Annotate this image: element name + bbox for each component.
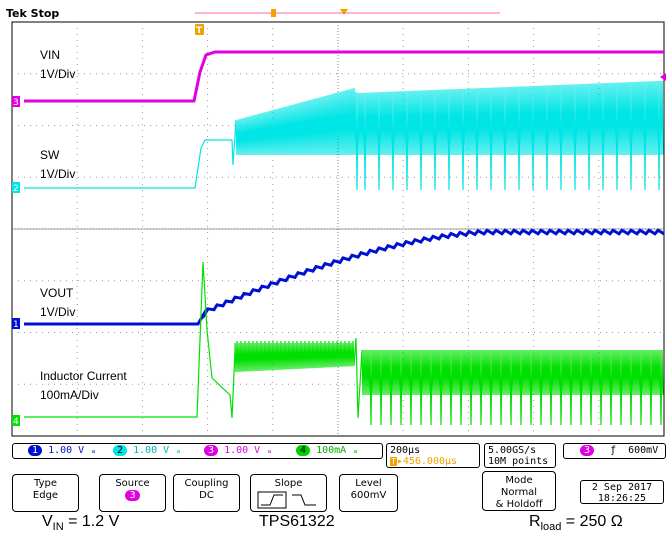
- trigger-point-label: T: [196, 26, 203, 36]
- device-caption: TPS61322: [259, 513, 335, 530]
- type-title: Type: [34, 478, 57, 489]
- channel-settings-strip[interactable]: [12, 443, 383, 459]
- il-name: Inductor Current: [40, 369, 127, 383]
- ch3-badge: 3: [204, 445, 219, 456]
- trigger-level-value: 600mV: [628, 445, 659, 456]
- sw-name: SW: [40, 148, 60, 162]
- mode-value: Normal: [500, 487, 538, 498]
- ch3-volts: 1.00 V: [224, 445, 261, 456]
- ch1-volts: 1.00 V: [48, 445, 85, 456]
- level-button[interactable]: Level 600mV: [339, 474, 398, 512]
- coupling-value: DC: [199, 490, 214, 501]
- trigger-time-marker: [340, 9, 348, 15]
- ch2-ground-marker: [12, 182, 20, 193]
- ch3-setting[interactable]: 3 1.00 V ₐ: [204, 444, 272, 458]
- ch3-ground-marker: [12, 96, 20, 107]
- vout-scale: 1V/Div: [40, 305, 76, 319]
- trigger-source-badge: 3: [580, 445, 595, 456]
- holdoff-value: & Holdoff: [495, 499, 543, 510]
- falling-slope-icon: [291, 494, 316, 506]
- ch4-badge: 4: [296, 445, 311, 456]
- source-button[interactable]: Source 3: [99, 474, 166, 512]
- timebase-box[interactable]: 200µs T▸456.000µs: [386, 443, 480, 468]
- sw-trace: [24, 80, 664, 191]
- rload-caption: Rload = 250 Ω: [529, 513, 623, 534]
- vout-name: VOUT: [40, 286, 74, 300]
- inductor-current-label: Inductor Current 100mA/Div: [40, 367, 127, 405]
- date-time-display: 2 Sep 2017 18:26:25: [580, 480, 664, 504]
- record-length: 10M points: [488, 456, 549, 467]
- vout-trace: [24, 228, 665, 326]
- trigger-level-marker: [660, 73, 666, 81]
- vin-label: VIN 1V/Div: [40, 46, 75, 84]
- level-title: Level: [355, 478, 382, 489]
- ch4-ground-label: 4: [13, 417, 19, 427]
- sw-label: SW 1V/Div: [40, 146, 75, 184]
- ch2-volts: 1.00 V: [133, 445, 170, 456]
- graticule-grid: [12, 22, 664, 436]
- type-button[interactable]: Type Edge: [12, 474, 79, 512]
- ch2-setting[interactable]: 2 1.00 V ₐ: [113, 444, 181, 458]
- vin-scale: 1V/Div: [40, 67, 76, 81]
- rising-edge-icon: ƒ: [610, 445, 617, 456]
- slope-title: Slope: [274, 478, 303, 489]
- trigger-readout[interactable]: 3 ƒ 600mV: [563, 443, 666, 459]
- source-title: Source: [115, 478, 150, 489]
- scope-status-header: Tek Stop: [6, 7, 59, 20]
- traces-layer: [24, 50, 665, 426]
- vin-caption: VIN = 1.2 V: [42, 513, 120, 534]
- ch4-setting[interactable]: 4 100mA ₐ: [296, 444, 358, 458]
- level-value: 600mV: [350, 490, 387, 501]
- ch2-badge: 2: [113, 445, 128, 456]
- ch1-ground-marker: [12, 318, 20, 329]
- waveform-graticule: T 3 2 1 4: [11, 9, 666, 437]
- sample-rate: 5.00GS/s: [488, 445, 537, 456]
- trigger-point-marker: [195, 24, 204, 35]
- ch1-ground-label: 1: [13, 320, 19, 330]
- coupling-title: Coupling: [184, 478, 229, 489]
- source-value: 3: [125, 490, 140, 501]
- ch4-amps: 100mA: [316, 445, 347, 456]
- acquisition-box[interactable]: 5.00GS/s 10M points: [484, 443, 556, 468]
- il-scale: 100mA/Div: [40, 388, 99, 402]
- record-view-marker: [271, 9, 276, 17]
- sw-scale: 1V/Div: [40, 167, 76, 181]
- ch1-badge: 1: [28, 445, 43, 456]
- time: 18:26:25: [597, 493, 647, 504]
- mode-button[interactable]: Mode Normal & Holdoff: [482, 471, 556, 511]
- slope-button[interactable]: Slope: [250, 474, 327, 512]
- acquisition-state: Stop: [30, 7, 60, 20]
- type-value: Edge: [32, 490, 59, 501]
- ch2-ground-label: 2: [13, 184, 19, 194]
- rising-slope-icon: [257, 491, 286, 509]
- date: 2 Sep 2017: [591, 482, 653, 493]
- trigger-position-readout: T▸456.000µs: [390, 456, 458, 467]
- brand-logo: Tek: [6, 7, 27, 20]
- ch4-ground-marker: [12, 415, 20, 426]
- vin-trace: [24, 50, 664, 103]
- ch1-setting[interactable]: 1 1.00 V ₐ: [28, 444, 96, 458]
- timebase-value: 200µs: [390, 445, 421, 456]
- vin-name: VIN: [40, 48, 61, 62]
- slope-icons: [257, 491, 316, 509]
- vout-label: VOUT 1V/Div: [40, 284, 75, 322]
- mode-title: Mode: [505, 475, 533, 486]
- coupling-button[interactable]: Coupling DC: [173, 474, 240, 512]
- ch3-ground-label: 3: [13, 98, 19, 108]
- inductor-current-trace: [24, 261, 664, 426]
